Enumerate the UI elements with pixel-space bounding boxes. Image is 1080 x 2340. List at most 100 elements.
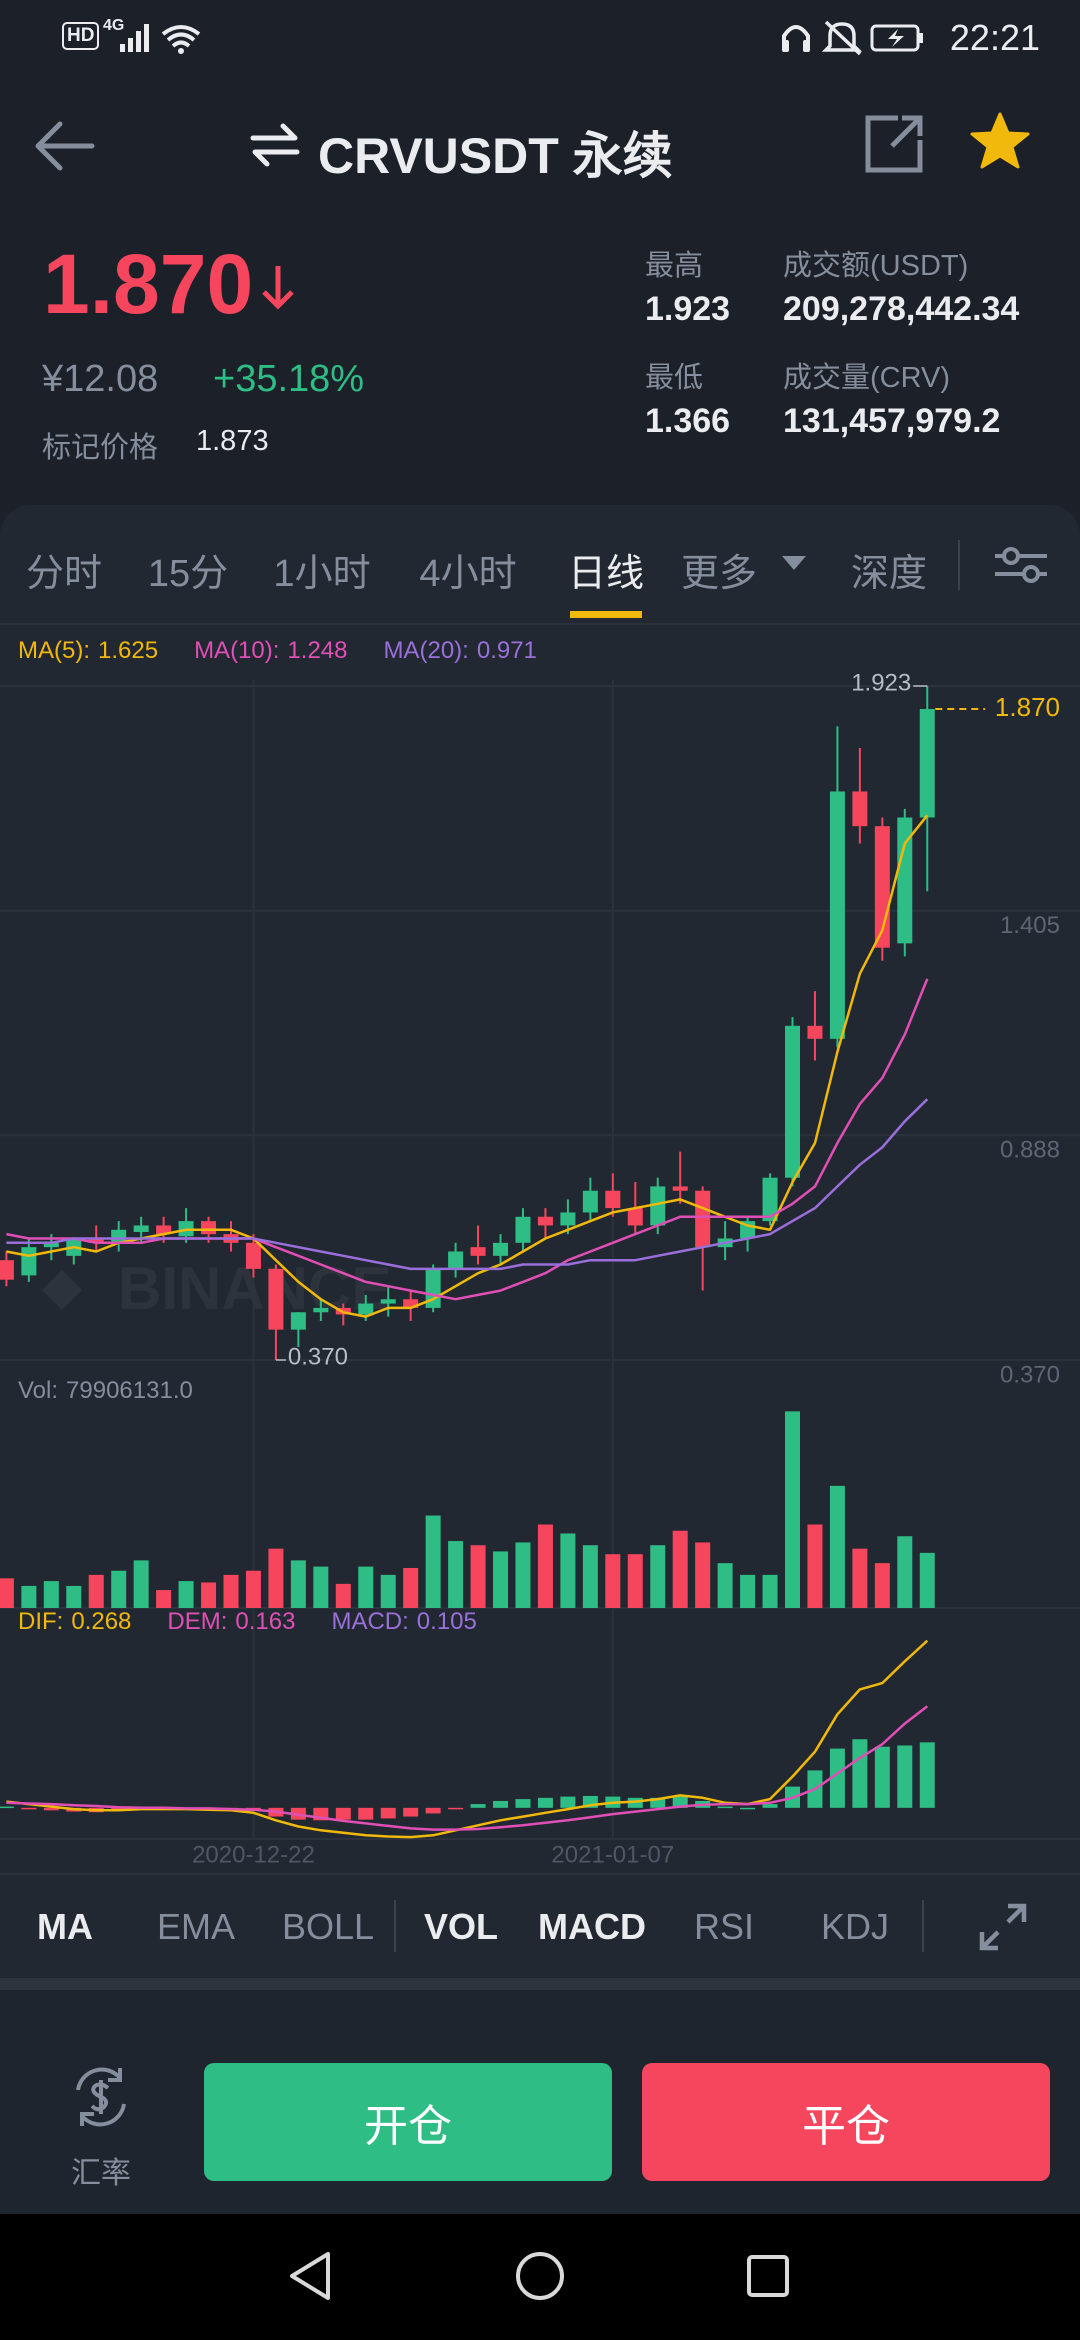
chart-settings[interactable] bbox=[993, 544, 1049, 586]
indicator-line bbox=[6, 1705, 929, 1831]
legend-name: MA(10): bbox=[194, 637, 279, 664]
stat-label: 成交量(CRV) bbox=[783, 362, 951, 394]
indicator-tab[interactable]: BOLL bbox=[281, 1906, 375, 1947]
volume-bar bbox=[807, 1524, 823, 1608]
volume-bar bbox=[627, 1554, 643, 1608]
volume-bar bbox=[762, 1574, 778, 1608]
candle-body bbox=[0, 1260, 14, 1280]
volume-bar bbox=[605, 1554, 621, 1608]
volume-bar bbox=[380, 1574, 396, 1608]
macd-bar bbox=[650, 1797, 666, 1808]
swap-icon[interactable] bbox=[248, 120, 302, 170]
exchange-rate-icon[interactable] bbox=[68, 2064, 134, 2130]
candle-body bbox=[537, 1216, 553, 1226]
high-label: 1.923 bbox=[851, 669, 911, 696]
stat-label: 最低 bbox=[645, 362, 704, 394]
macd-bar bbox=[515, 1799, 531, 1808]
favorite-star[interactable] bbox=[970, 112, 1030, 170]
volume-bar bbox=[178, 1581, 194, 1608]
interval-tab[interactable]: 分时 bbox=[25, 553, 103, 595]
macd-bar bbox=[582, 1795, 598, 1808]
legend-name: Vol: bbox=[18, 1377, 58, 1404]
signal-icons bbox=[120, 24, 201, 54]
volume-bar bbox=[560, 1533, 576, 1608]
volume-bar bbox=[515, 1542, 531, 1608]
share-button[interactable] bbox=[862, 112, 926, 176]
volume-bar bbox=[785, 1411, 800, 1608]
candle-body bbox=[21, 1247, 37, 1276]
interval-tab[interactable]: 日线 bbox=[567, 553, 645, 595]
indicator-tab[interactable]: KDJ bbox=[820, 1906, 890, 1947]
volume-bar bbox=[223, 1574, 239, 1608]
candle-body bbox=[133, 1225, 149, 1232]
interval-tab[interactable]: 1小时 bbox=[273, 553, 371, 595]
stat-label: 最高 bbox=[645, 250, 704, 282]
volume-bar bbox=[740, 1574, 756, 1608]
volume-bar bbox=[245, 1570, 261, 1608]
legend-name: MACD: bbox=[331, 1608, 408, 1635]
legend: DIF: 0.268 DEM: 0.163 MACD: 0.105 bbox=[18, 1608, 477, 1635]
stat-value: 209,278,442.34 bbox=[783, 290, 1020, 328]
macd-bar bbox=[380, 1807, 396, 1819]
open-position-button[interactable]: 开仓 bbox=[204, 2063, 612, 2181]
nav-recents[interactable] bbox=[747, 2255, 789, 2297]
indicator-tab[interactable]: EMA bbox=[156, 1906, 236, 1947]
close-position-button[interactable]: 平仓 bbox=[642, 2063, 1050, 2181]
mark-price-label: 标记价格 bbox=[42, 432, 159, 464]
stat-value: 131,457,979.2 bbox=[783, 402, 1001, 440]
candle-body bbox=[785, 1025, 800, 1178]
volume-bar bbox=[0, 1578, 14, 1608]
legend-name: MA(5): bbox=[18, 637, 90, 664]
indicator-line bbox=[6, 1098, 929, 1271]
macd-bar bbox=[21, 1807, 37, 1810]
interval-tab[interactable]: 深度 bbox=[850, 553, 928, 595]
volume-bar bbox=[537, 1524, 553, 1608]
macd-bar bbox=[425, 1807, 441, 1814]
volume-bar bbox=[695, 1542, 711, 1608]
candle-body bbox=[897, 817, 913, 944]
macd-bar bbox=[403, 1807, 419, 1817]
legend: MA(5): 1.625 MA(10): 1.248 MA(20): 0.971 bbox=[18, 637, 537, 664]
indicator-tab[interactable]: MA bbox=[37, 1906, 93, 1947]
interval-tab[interactable]: 4小时 bbox=[419, 553, 517, 595]
page-title[interactable]: CRVUSDT 永续 bbox=[318, 128, 673, 184]
candle-body bbox=[358, 1303, 374, 1315]
macd-bar bbox=[897, 1745, 913, 1808]
fullscreen-button[interactable] bbox=[978, 1902, 1028, 1952]
back-button[interactable] bbox=[30, 118, 100, 174]
macd-bar bbox=[740, 1807, 756, 1810]
divider bbox=[0, 1873, 1080, 1875]
macd-bar bbox=[43, 1807, 59, 1811]
down-arrow bbox=[262, 266, 294, 310]
volume-bar bbox=[201, 1582, 217, 1608]
volume-bar bbox=[717, 1563, 733, 1608]
indicator-tab[interactable]: RSI bbox=[693, 1906, 755, 1947]
x-tick-label: 2020-12-22 bbox=[192, 1841, 315, 1868]
x-tick-label: 2021-01-07 bbox=[551, 1841, 674, 1868]
system-icons bbox=[782, 20, 923, 56]
volume-bar bbox=[43, 1581, 59, 1608]
candle-body bbox=[156, 1225, 172, 1235]
volume-bar bbox=[88, 1574, 104, 1608]
candle-body bbox=[605, 1190, 621, 1209]
volume-bar bbox=[425, 1515, 441, 1608]
indicator-line bbox=[6, 1639, 929, 1839]
volume-bar bbox=[290, 1560, 306, 1608]
candle-body bbox=[515, 1216, 531, 1243]
volume-bar bbox=[874, 1563, 890, 1608]
candle-body bbox=[627, 1208, 643, 1226]
nav-home[interactable] bbox=[516, 2252, 564, 2300]
nav-back[interactable] bbox=[290, 2252, 330, 2300]
interval-tab[interactable]: 15分 bbox=[147, 553, 229, 595]
exchange-rate-label[interactable]: 汇率 bbox=[71, 2157, 131, 2190]
legend-name: MA(20): bbox=[383, 637, 468, 664]
volume-bar bbox=[156, 1590, 172, 1608]
interval-tab[interactable]: 更多 bbox=[680, 553, 758, 595]
indicator-tab[interactable]: MACD bbox=[538, 1906, 646, 1947]
stat-value: 1.923 bbox=[645, 290, 731, 328]
indicator-tab[interactable]: VOL bbox=[423, 1906, 499, 1947]
volume-bar bbox=[650, 1545, 666, 1608]
volume-bar bbox=[448, 1541, 464, 1608]
candle-body bbox=[762, 1177, 778, 1222]
